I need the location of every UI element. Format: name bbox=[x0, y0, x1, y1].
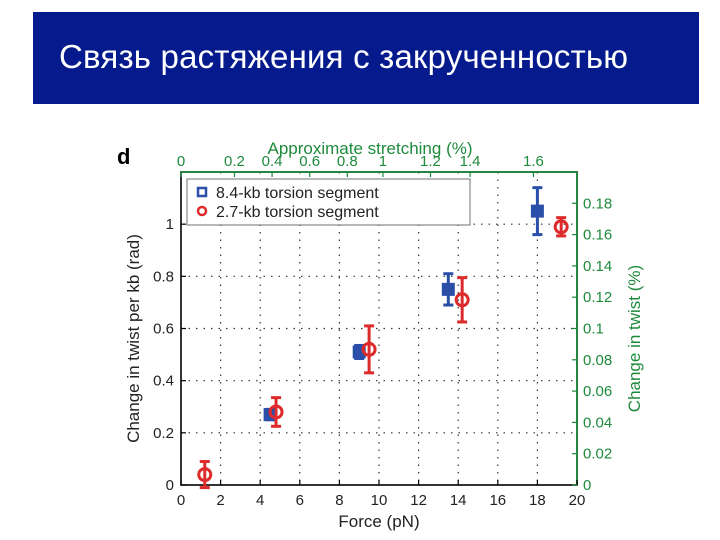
right-tick-label: 0.18 bbox=[583, 195, 612, 212]
right-tick-label: 0.04 bbox=[583, 414, 612, 431]
x-tick-label: 0 bbox=[177, 492, 185, 509]
data-point-circle bbox=[553, 219, 569, 235]
panel-letter: d bbox=[117, 144, 131, 169]
x-tick-label: 16 bbox=[489, 492, 506, 509]
data-marks bbox=[197, 186, 569, 490]
top-tick-label: 1.6 bbox=[523, 153, 544, 170]
x-tick-label: 6 bbox=[296, 492, 304, 509]
top-tick-label: 0.4 bbox=[262, 153, 283, 170]
data-point-square bbox=[530, 204, 544, 218]
x-tick-label: 12 bbox=[410, 492, 427, 509]
right-tick-label: 0.12 bbox=[583, 289, 612, 306]
right-tick-label: 0.1 bbox=[583, 321, 604, 338]
x-tick-label: 14 bbox=[450, 492, 467, 509]
data-point-circle bbox=[197, 467, 213, 483]
top-tick-label: 0.2 bbox=[224, 153, 245, 170]
x-tick-label: 20 bbox=[569, 492, 586, 509]
right-tick-label: 0.14 bbox=[583, 258, 612, 275]
right-tick-label: 0.16 bbox=[583, 227, 612, 244]
legend-label: 8.4-kb torsion segment bbox=[216, 185, 379, 202]
legend-marker-square bbox=[196, 186, 208, 198]
title-bar bbox=[33, 12, 699, 104]
x-tick-label: 2 bbox=[216, 492, 224, 509]
right-tick-label: 0.06 bbox=[583, 383, 612, 400]
y-tick-label: 1 bbox=[166, 216, 174, 233]
x-tick-label: 8 bbox=[335, 492, 343, 509]
legend-box bbox=[186, 178, 471, 226]
top-tick-label: 0.6 bbox=[299, 153, 320, 170]
y-tick-label: 0.4 bbox=[153, 373, 174, 390]
top-tick-label: 1.4 bbox=[460, 153, 481, 170]
data-point-circle bbox=[268, 404, 284, 420]
x-tick-label: 10 bbox=[371, 492, 388, 509]
right-axis-label: Change in twist (%) bbox=[625, 265, 644, 412]
slide-title: Связь растяжения с закрученностью bbox=[59, 38, 629, 75]
y-tick-label: 0.2 bbox=[153, 425, 174, 442]
right-tick-label: 0.08 bbox=[583, 352, 612, 369]
top-axis-label: Approximate stretching (%) bbox=[267, 139, 472, 158]
grid-lines bbox=[181, 172, 577, 485]
data-point-circle bbox=[361, 341, 377, 357]
top-tick-label: 0.8 bbox=[337, 153, 358, 170]
top-tick-label: 1 bbox=[379, 153, 387, 170]
x-tick-label: 18 bbox=[529, 492, 546, 509]
legend-label: 2.7-kb torsion segment bbox=[216, 204, 379, 221]
top-tick-label: 0 bbox=[177, 153, 185, 170]
y-axis-label: Change in twist per kb (rad) bbox=[124, 234, 143, 443]
y-tick-label: 0.6 bbox=[153, 321, 174, 338]
data-point-square bbox=[441, 282, 455, 296]
right-tick-label: 0.02 bbox=[583, 446, 612, 463]
top-tick-label: 1.2 bbox=[420, 153, 441, 170]
x-tick-label: 4 bbox=[256, 492, 264, 509]
y-tick-label: 0.8 bbox=[153, 268, 174, 285]
legend: 8.4-kb torsion segment 2.7-kb torsion seg… bbox=[186, 178, 471, 226]
x-axis-label: Force (pN) bbox=[338, 512, 419, 531]
y-tick-label: 0 bbox=[166, 477, 174, 494]
data-point-circle bbox=[454, 292, 470, 308]
right-tick-label: 0 bbox=[583, 477, 591, 494]
legend-marker-circle bbox=[196, 205, 208, 217]
